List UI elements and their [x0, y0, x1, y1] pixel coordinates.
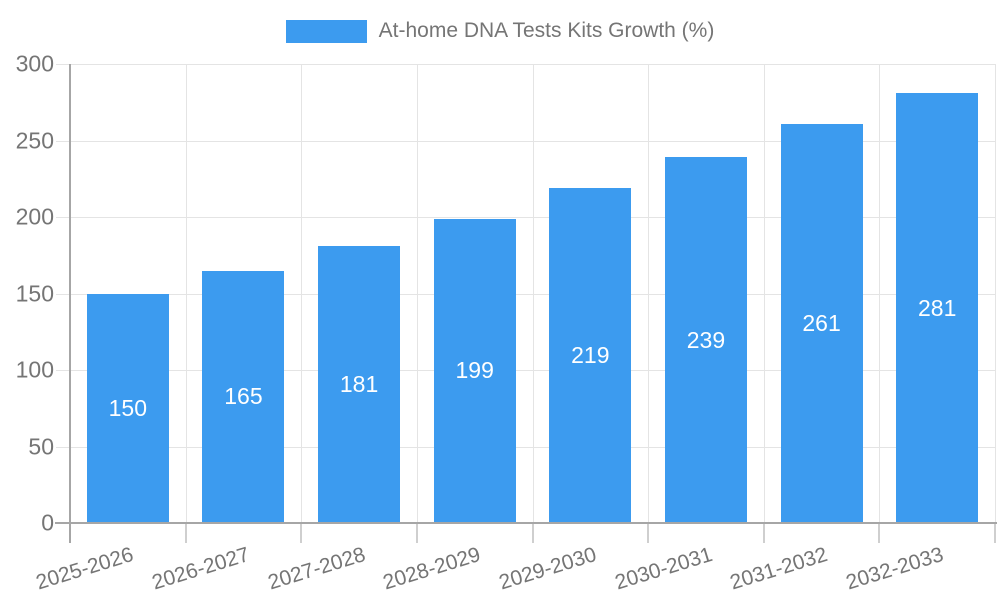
x-tick-label: 2028-2029	[380, 543, 484, 595]
plot-area: 0 50 100 150 200 250 300 150 165 181 199 219 239 261 2…	[16, 51, 997, 543]
bar-value-label: 239	[686, 326, 726, 353]
bar: 199	[433, 218, 516, 523]
bar-value-label: 281	[918, 294, 957, 321]
x-tick	[531, 523, 534, 543]
bar: 239	[664, 157, 747, 523]
y-gridline	[56, 370, 995, 371]
bar-value-label: 199	[455, 357, 494, 384]
bar: 150	[86, 293, 169, 523]
x-tick	[994, 523, 996, 543]
x-gridline	[995, 64, 996, 523]
y-tick-label: 300	[15, 50, 54, 77]
x-tick-label: 2031-2032	[727, 543, 831, 595]
x-tick-label: 2025-2026	[33, 543, 137, 595]
bar: 261	[780, 123, 863, 523]
bar: 181	[318, 246, 401, 523]
x-tick-label: 2032-2033	[843, 543, 946, 595]
y-tick-label: 0	[41, 509, 54, 536]
x-gridline	[763, 64, 765, 523]
x-gridline	[301, 64, 303, 523]
y-tick-label: 250	[15, 127, 54, 153]
x-gridline	[416, 64, 418, 523]
y-tick-label: 150	[15, 280, 54, 306]
bar: 219	[549, 187, 632, 523]
bar-value-label: 219	[571, 341, 610, 368]
x-tick-label: 2026-2027	[149, 543, 253, 595]
x-axis-line	[55, 522, 997, 524]
legend-swatch	[285, 19, 367, 43]
x-tick-label: 2029-2030	[496, 543, 600, 595]
y-axis-line	[69, 64, 71, 543]
bar: 165	[202, 270, 285, 523]
x-gridline	[532, 64, 534, 523]
x-gridline	[648, 64, 650, 523]
bar-value-label: 181	[339, 371, 379, 398]
x-tick-label: 2030-2031	[611, 543, 715, 595]
x-tick	[878, 523, 881, 543]
x-tick-label: 2027-2028	[265, 543, 368, 595]
x-tick	[184, 523, 187, 543]
x-tick	[300, 523, 303, 543]
x-gridline	[879, 64, 881, 523]
x-gridline	[185, 64, 187, 523]
y-gridline	[56, 293, 995, 295]
bar-value-label: 261	[802, 309, 841, 336]
y-gridline	[56, 64, 995, 65]
legend-label: At-home DNA Tests Kits Growth (%)	[378, 19, 715, 42]
bar-value-label: 150	[108, 394, 147, 421]
y-gridline	[56, 446, 995, 448]
y-tick-label: 50	[28, 433, 54, 459]
bar-value-label: 165	[224, 383, 263, 410]
x-tick	[762, 523, 765, 543]
legend: At-home DNA Tests Kits Growth (%)	[0, 19, 1000, 43]
y-tick-label: 100	[15, 356, 54, 383]
y-gridline	[56, 217, 995, 218]
y-gridline	[56, 140, 995, 142]
bar: 281	[896, 93, 979, 523]
x-tick	[415, 523, 418, 543]
x-tick	[647, 523, 650, 543]
y-tick-label: 200	[15, 203, 54, 230]
